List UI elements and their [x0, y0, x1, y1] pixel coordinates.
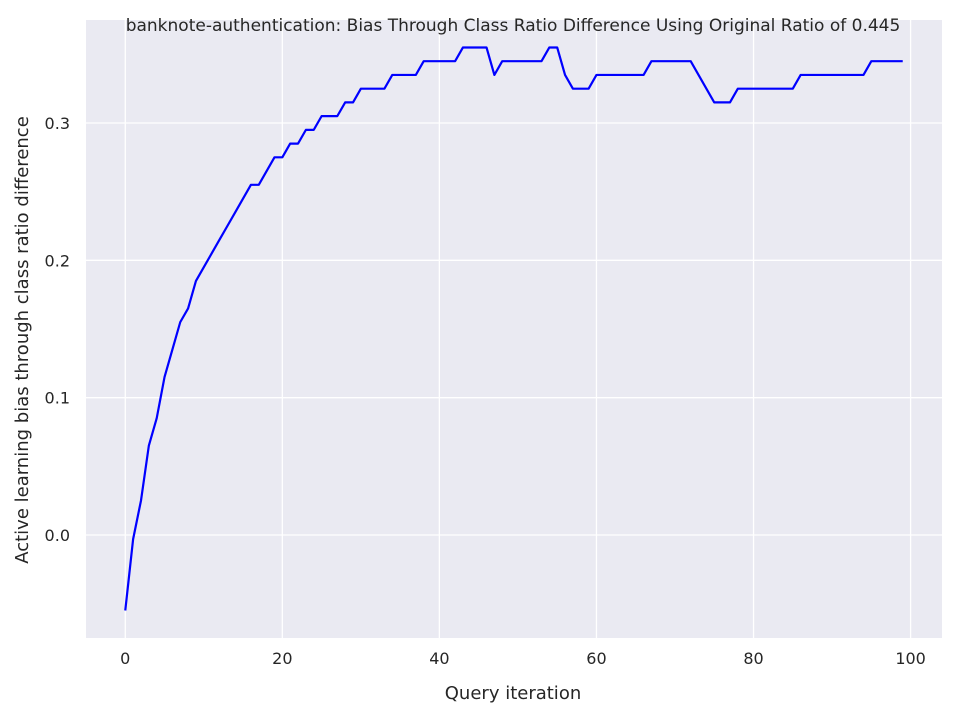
- grid-lines: [86, 20, 942, 638]
- x-tick-label: 0: [120, 649, 130, 668]
- y-axis-label: Active learning bias through class ratio…: [12, 116, 33, 564]
- x-axis-label: Query iteration: [445, 683, 581, 704]
- y-tick-label: 0.1: [45, 389, 70, 408]
- series-line: [124, 46, 903, 611]
- x-tick-label: 60: [586, 649, 606, 668]
- tick-labels: 0 20 40 60 80 100 0.0 0.1 0.2 0.3: [45, 114, 926, 668]
- x-tick-label: 20: [272, 649, 292, 668]
- x-tick-label: 40: [429, 649, 449, 668]
- y-tick-label: 0.3: [45, 114, 70, 133]
- x-tick-label: 80: [743, 649, 763, 668]
- plot-background: [86, 20, 942, 638]
- series-layer: [124, 46, 903, 611]
- y-tick-label: 0.0: [45, 526, 70, 545]
- y-tick-label: 0.2: [45, 251, 70, 270]
- chart-title: banknote-authentication: Bias Through Cl…: [126, 16, 901, 36]
- x-tick-label: 100: [895, 649, 926, 668]
